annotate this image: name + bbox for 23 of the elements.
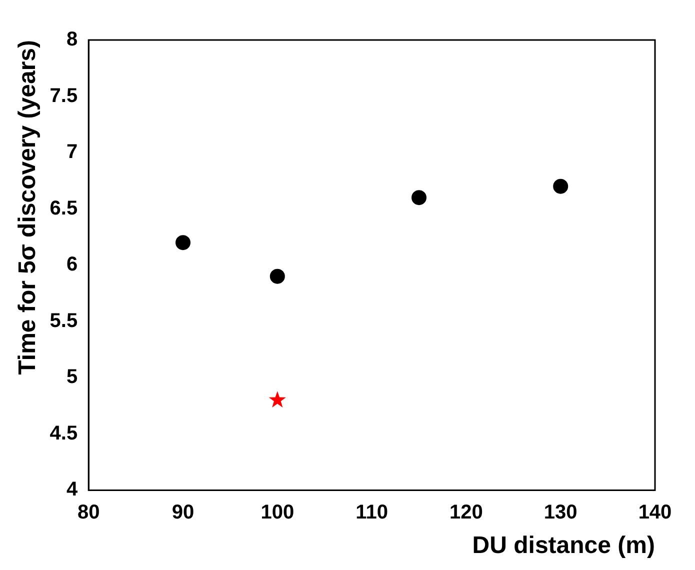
y-tick-label: 4 [66, 478, 78, 501]
point [268, 391, 286, 408]
x-tick-label: 110 [356, 502, 388, 524]
y-tick-label: 8 [66, 28, 78, 51]
x-tick-label: 120 [450, 502, 483, 524]
x-tick-label: 80 [77, 502, 100, 524]
x-axis-title: DU distance (m) [472, 532, 655, 560]
x-tick-label: 130 [544, 502, 578, 524]
point [270, 268, 285, 284]
x-tick-label: 100 [260, 502, 294, 524]
point [176, 235, 191, 250]
y-tick-label: 7 [66, 141, 78, 164]
x-tick-label: 90 [172, 502, 194, 524]
y-tick-label: 7.5 [50, 84, 78, 107]
y-tick-label: 5 [66, 366, 78, 388]
y-tick-label: 6.5 [50, 197, 78, 220]
y-tick-label: 4.5 [50, 422, 78, 444]
point [412, 190, 426, 206]
y-axis-title: Time for 5σ discovery (years) [14, 40, 42, 375]
x-tick-label: 140 [638, 502, 672, 524]
y-tick-label: 6 [66, 254, 78, 276]
y-tick-label: 5.5 [50, 310, 78, 332]
point [553, 178, 568, 194]
